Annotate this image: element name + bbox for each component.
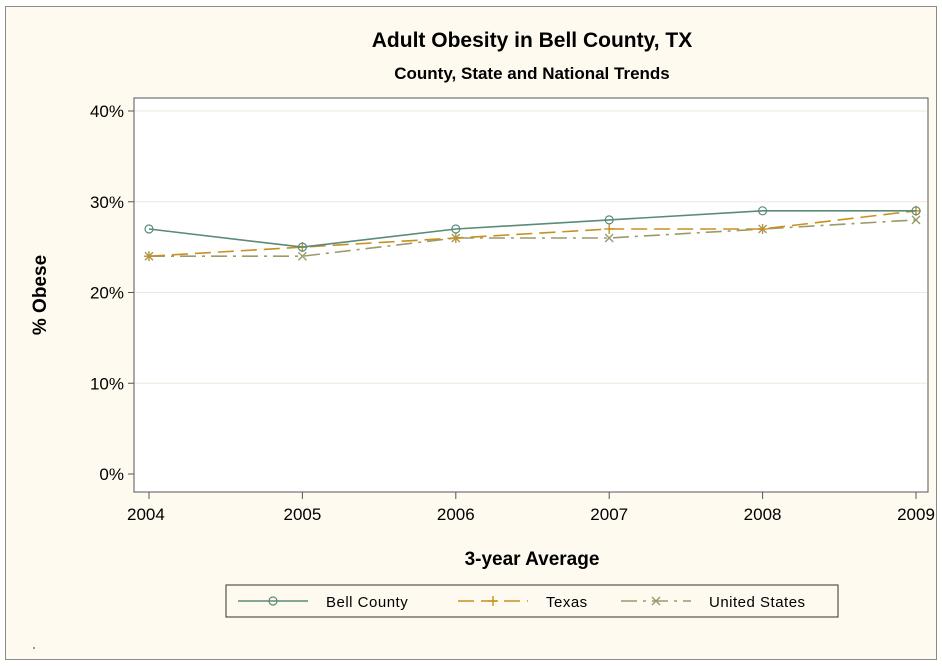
- x-tick-label: 2009: [897, 505, 935, 524]
- chart-svg: Adult Obesity in Bell County, TX County,…: [30, 29, 935, 649]
- data-point-texas: [450, 233, 461, 244]
- series-line-bell-county: [148, 210, 916, 248]
- legend-box: [225, 584, 839, 618]
- chart-subtitle: County, State and National Trends: [394, 64, 670, 83]
- data-point-bell-county: [911, 206, 921, 216]
- y-tick-label: 30%: [90, 193, 124, 212]
- data-point-united-states: [604, 233, 614, 243]
- legend-item-texas: Texas: [458, 594, 588, 611]
- x-tick-label: 2004: [127, 505, 165, 524]
- y-axis: 0% 10% 20% 30% 40%: [90, 102, 134, 484]
- stray-dot: [33, 647, 35, 649]
- marker-stroke: [604, 233, 614, 243]
- plot-area: [133, 97, 929, 493]
- legend-item-bell-county: Bell County: [238, 594, 408, 611]
- x-axis: 2004 2005 2006 2007 2008 2009: [127, 492, 935, 524]
- legend: Bell County Texas United States: [225, 584, 839, 618]
- legend-marker-texas: [488, 596, 498, 606]
- data-point-bell-county: [144, 224, 154, 234]
- x-tick-label: 2006: [437, 505, 475, 524]
- y-tick-label: 40%: [90, 102, 124, 121]
- data-point-texas: [757, 223, 768, 234]
- x-axis-label: 3-year Average: [465, 549, 600, 570]
- data-point-bell-county: [297, 242, 307, 252]
- x-tick-label: 2008: [744, 505, 782, 524]
- legend-label-bell-county: Bell County: [326, 594, 408, 611]
- marker-stroke: [651, 596, 661, 606]
- y-tick-label: 20%: [90, 284, 124, 303]
- series-line-texas: [148, 210, 917, 257]
- legend-marker-united-states: [651, 596, 661, 606]
- series-layer: [144, 205, 921, 262]
- x-tick-label: 2007: [590, 505, 628, 524]
- data-point-bell-county: [757, 206, 768, 216]
- marker-stroke: [297, 251, 307, 261]
- marker-stroke: [911, 215, 921, 225]
- x-tick-label: 2005: [283, 505, 321, 524]
- gridlines: [135, 110, 927, 384]
- y-axis-label: % Obese: [30, 255, 51, 335]
- data-point-united-states: [297, 251, 307, 261]
- series-line-united-states: [149, 219, 917, 257]
- legend-marker-bell-county: [268, 596, 278, 606]
- chart-title: Adult Obesity in Bell County, TX: [372, 29, 692, 52]
- series-united-states: [144, 215, 921, 261]
- data-point-texas: [144, 251, 154, 262]
- legend-label-united-states: United States: [709, 594, 806, 611]
- series-bell-county: [144, 206, 921, 252]
- data-point-texas: [604, 223, 615, 234]
- chart-frame: Adult Obesity in Bell County, TX County,…: [5, 6, 937, 660]
- data-point-bell-county: [604, 215, 614, 225]
- y-tick-label: 0%: [99, 465, 124, 484]
- legend-label-texas: Texas: [546, 594, 588, 611]
- legend-item-united-states: United States: [621, 594, 806, 611]
- data-point-bell-county: [451, 224, 461, 234]
- data-point-united-states: [911, 215, 921, 225]
- y-tick-label: 10%: [90, 374, 124, 393]
